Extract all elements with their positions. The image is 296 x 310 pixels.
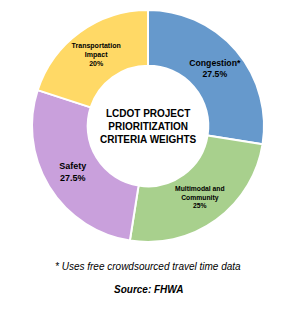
svg-text:* Uses free crowdsourced trave: * Uses free crowdsourced travel time dat…: [55, 261, 241, 272]
svg-text:Congestion*27.5%: Congestion*27.5%: [189, 58, 241, 79]
svg-text:LCDOT PROJECTPRIORITIZATIONCRI: LCDOT PROJECTPRIORITIZATIONCRITERIA WEIG…: [100, 108, 197, 145]
svg-text:Safety27.5%: Safety27.5%: [59, 161, 86, 183]
svg-text:TransportationImpact20%: TransportationImpact20%: [72, 42, 121, 67]
svg-text:Multimodal andCommunity25%: Multimodal andCommunity25%: [175, 185, 225, 210]
svg-text:Source: FHWA: Source: FHWA: [114, 284, 183, 295]
